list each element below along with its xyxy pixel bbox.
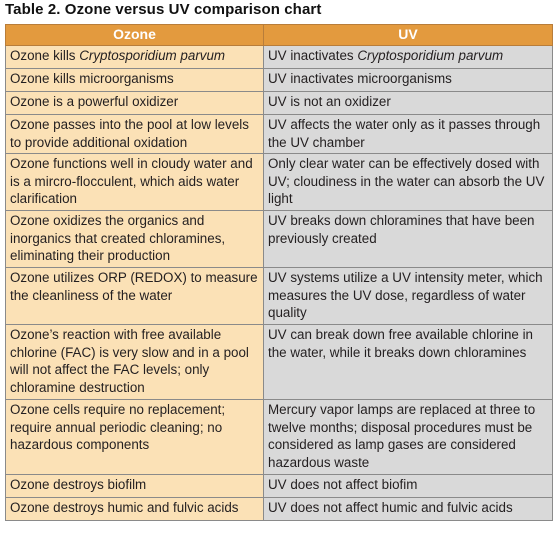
ozone-cell-organism: Cryptosporidium parvum bbox=[79, 48, 226, 63]
ozone-cell: Ozone oxidizes the organics and inorgani… bbox=[5, 210, 264, 268]
table-row: Ozone cells require no replacement; requ… bbox=[5, 399, 553, 475]
ozone-cell-text: Ozone kills bbox=[10, 48, 80, 63]
ozone-cell: Ozone destroys humic and fulvic acids bbox=[5, 497, 264, 521]
ozone-cell: Ozone passes into the pool at low levels… bbox=[5, 114, 264, 154]
ozone-cell: Ozone cells require no replacement; requ… bbox=[5, 399, 264, 475]
ozone-cell: Ozone utilizes ORP (REDOX) to measure th… bbox=[5, 267, 264, 325]
table-title: Table 2. Ozone versus UV comparison char… bbox=[5, 1, 322, 18]
comparison-table: Ozone UV Ozone kills Cryptosporidium par… bbox=[5, 24, 553, 521]
header-row: Ozone UV bbox=[5, 24, 553, 46]
ozone-cell: Ozone’s reaction with free available chl… bbox=[5, 324, 264, 400]
table-row: Ozone utilizes ORP (REDOX) to measure th… bbox=[5, 267, 553, 325]
uv-cell: UV is not an oxidizer bbox=[263, 91, 553, 115]
uv-cell: Mercury vapor lamps are replaced at thre… bbox=[263, 399, 553, 475]
uv-cell: UV does not affect biofim bbox=[263, 474, 553, 498]
ozone-cell: Ozone kills Cryptosporidium parvum bbox=[5, 45, 264, 69]
ozone-cell: Ozone destroys biofilm bbox=[5, 474, 264, 498]
uv-cell: UV breaks down chloramines that have bee… bbox=[263, 210, 553, 268]
uv-cell: UV can break down free available chlorin… bbox=[263, 324, 553, 400]
table-row: Ozone’s reaction with free available chl… bbox=[5, 324, 553, 400]
uv-cell: UV inactivates Cryptosporidium parvum bbox=[263, 45, 553, 69]
table-row: Ozone destroys humic and fulvic acids UV… bbox=[5, 497, 553, 521]
uv-cell: UV does not affect humic and fulvic acid… bbox=[263, 497, 553, 521]
uv-cell: UV inactivates microorganisms bbox=[263, 68, 553, 92]
table-row: Ozone kills Cryptosporidium parvum UV in… bbox=[5, 45, 553, 69]
uv-cell: UV systems utilize a UV intensity meter,… bbox=[263, 267, 553, 325]
ozone-cell: Ozone kills microorganisms bbox=[5, 68, 264, 92]
ozone-cell: Ozone is a powerful oxidizer bbox=[5, 91, 264, 115]
table-row: Ozone oxidizes the organics and inorgani… bbox=[5, 210, 553, 268]
table-row: Ozone functions well in cloudy water and… bbox=[5, 153, 553, 211]
column-header-ozone: Ozone bbox=[5, 24, 264, 46]
table-row: Ozone destroys biofilm UV does not affec… bbox=[5, 474, 553, 498]
table-row: Ozone kills microorganisms UV inactivate… bbox=[5, 68, 553, 92]
uv-cell: Only clear water can be effectively dose… bbox=[263, 153, 553, 211]
ozone-cell: Ozone functions well in cloudy water and… bbox=[5, 153, 264, 211]
table-row: Ozone passes into the pool at low levels… bbox=[5, 114, 553, 154]
uv-cell: UV affects the water only as it passes t… bbox=[263, 114, 553, 154]
table-row: Ozone is a powerful oxidizer UV is not a… bbox=[5, 91, 553, 115]
column-header-uv: UV bbox=[263, 24, 553, 46]
uv-cell-organism: Cryptosporidium parvum bbox=[357, 48, 504, 63]
uv-cell-text: UV inactivates bbox=[268, 48, 358, 63]
